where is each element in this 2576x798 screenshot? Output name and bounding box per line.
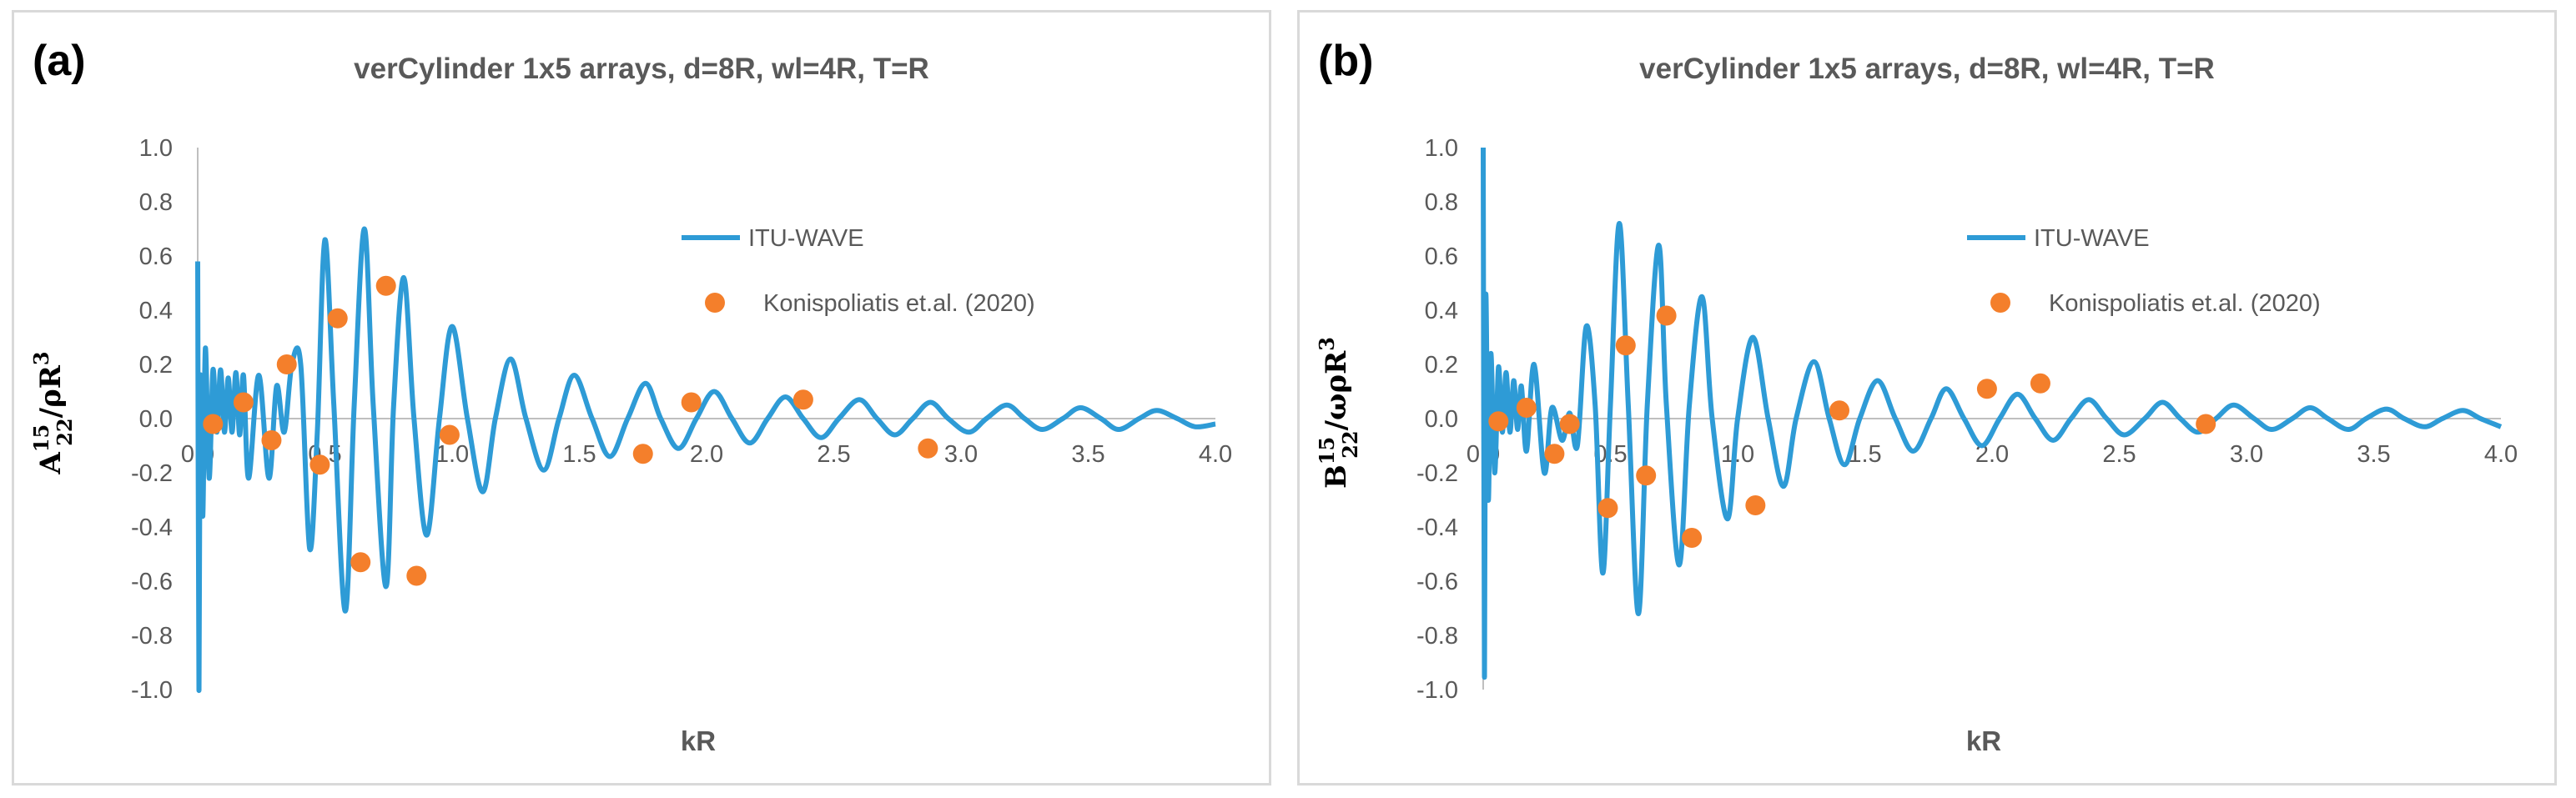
chart-title: verCylinder 1x5 arrays, d=8R, wl=4R, T=R xyxy=(354,53,929,85)
panel-label: (b) xyxy=(1318,37,1374,85)
x-tick-label: 1.0 xyxy=(1721,441,1754,468)
y-tick-label: 0.0 xyxy=(1425,406,1458,433)
y-tick-label: -1.0 xyxy=(1416,677,1458,704)
x-tick-label: 2.5 xyxy=(817,441,850,468)
y-tick-label: -0.6 xyxy=(131,569,173,595)
y-tick-label: -1.0 xyxy=(131,677,173,704)
y-tick-label: -0.8 xyxy=(1416,623,1458,650)
x-tick-label: 3.0 xyxy=(2230,441,2263,468)
chart-panel-a: (a) verCylinder 1x5 arrays, d=8R, wl=4R,… xyxy=(12,10,1271,785)
data-point-konispoliatis xyxy=(1745,495,1766,515)
y-axis-label: B1522/ωρR3 xyxy=(1315,337,1362,489)
data-point-konispoliatis xyxy=(261,430,282,450)
series-line-itu-wave xyxy=(195,226,1216,693)
panel-label: (a) xyxy=(33,37,86,85)
y-tick-label: -0.4 xyxy=(1416,514,1458,541)
x-axis-label: kR xyxy=(681,725,716,756)
data-point-konispoliatis xyxy=(792,389,813,410)
x-tick-label: 3.5 xyxy=(2357,441,2390,468)
chart-panel-b: (b) verCylinder 1x5 arrays, d=8R, wl=4R,… xyxy=(1297,10,2557,785)
data-point-konispoliatis xyxy=(350,552,371,573)
data-point-konispoliatis xyxy=(632,444,653,464)
data-point-konispoliatis xyxy=(406,565,427,586)
legend-marker-swatch xyxy=(1990,293,2010,313)
data-point-konispoliatis xyxy=(1636,465,1657,486)
data-point-konispoliatis xyxy=(918,438,938,459)
data-point-konispoliatis xyxy=(1829,400,1849,421)
y-tick-label: 0.8 xyxy=(1425,189,1458,216)
y-tick-label: -0.8 xyxy=(131,623,173,650)
data-point-konispoliatis xyxy=(327,308,348,329)
x-tick-label: 2.5 xyxy=(2102,441,2136,468)
data-point-konispoliatis xyxy=(1516,398,1537,418)
legend-marker-swatch xyxy=(705,293,725,313)
legend-label-itu-wave: ITU-WAVE xyxy=(2034,225,2150,252)
data-point-konispoliatis xyxy=(375,275,396,296)
y-tick-label: 0.6 xyxy=(139,243,173,270)
x-tick-label: 1.5 xyxy=(562,441,596,468)
y-tick-label: 1.0 xyxy=(1425,135,1458,162)
y-tick-label: 0.8 xyxy=(139,189,173,216)
x-tick-label: 3.5 xyxy=(1071,441,1104,468)
data-point-konispoliatis xyxy=(203,414,224,434)
y-tick-label: -0.6 xyxy=(1416,569,1458,595)
data-point-konispoliatis xyxy=(233,392,254,413)
y-tick-label: 0.6 xyxy=(1425,243,1458,270)
data-point-konispoliatis xyxy=(1488,411,1509,432)
data-point-konispoliatis xyxy=(2030,373,2050,394)
legend-label-konispoliatis: Konispoliatis et.al. (2020) xyxy=(763,290,1035,317)
x-axis-label: kR xyxy=(1966,725,2001,756)
y-tick-label: 0.2 xyxy=(1425,352,1458,379)
y-tick-label: 0.2 xyxy=(139,352,173,379)
y-tick-label: 0.0 xyxy=(139,406,173,433)
data-point-konispoliatis xyxy=(1656,305,1677,326)
y-tick-label: 1.0 xyxy=(139,135,173,162)
x-tick-label: 4.0 xyxy=(2484,441,2518,468)
x-tick-label: 3.0 xyxy=(944,441,978,468)
data-point-konispoliatis xyxy=(276,354,297,374)
x-tick-label: 2.0 xyxy=(690,441,723,468)
data-point-konispoliatis xyxy=(309,454,330,475)
y-tick-label: -0.4 xyxy=(131,514,173,541)
data-point-konispoliatis xyxy=(1976,379,1997,399)
legend-label-itu-wave: ITU-WAVE xyxy=(748,225,864,252)
y-tick-label: -0.2 xyxy=(131,460,173,487)
data-point-konispoliatis xyxy=(1544,444,1565,464)
data-point-konispoliatis xyxy=(1615,335,1636,356)
y-tick-label: 0.4 xyxy=(1425,298,1458,324)
data-point-konispoliatis xyxy=(2196,414,2216,434)
data-point-konispoliatis xyxy=(1682,528,1703,548)
data-point-konispoliatis xyxy=(681,392,702,413)
legend-label-konispoliatis: Konispoliatis et.al. (2020) xyxy=(2049,290,2321,317)
y-tick-label: -0.2 xyxy=(1416,460,1458,487)
x-tick-label: 1.0 xyxy=(435,441,469,468)
data-point-konispoliatis xyxy=(1597,498,1618,519)
data-point-konispoliatis xyxy=(1559,414,1580,434)
chart-title: verCylinder 1x5 arrays, d=8R, wl=4R, T=R xyxy=(1639,53,2215,85)
x-tick-label: 4.0 xyxy=(1199,441,1232,468)
chart-svg: 1.00.80.60.40.20.0-0.2-0.4-0.6-0.8-1.00.… xyxy=(1315,135,2518,756)
data-point-konispoliatis xyxy=(439,424,460,445)
series-line-itu-wave xyxy=(1481,147,2503,680)
y-axis-label: A1522/ρR3 xyxy=(29,351,77,474)
chart-svg: 1.00.80.60.40.20.0-0.2-0.4-0.6-0.8-1.00.… xyxy=(29,135,1232,756)
y-tick-label: 0.4 xyxy=(139,298,173,324)
